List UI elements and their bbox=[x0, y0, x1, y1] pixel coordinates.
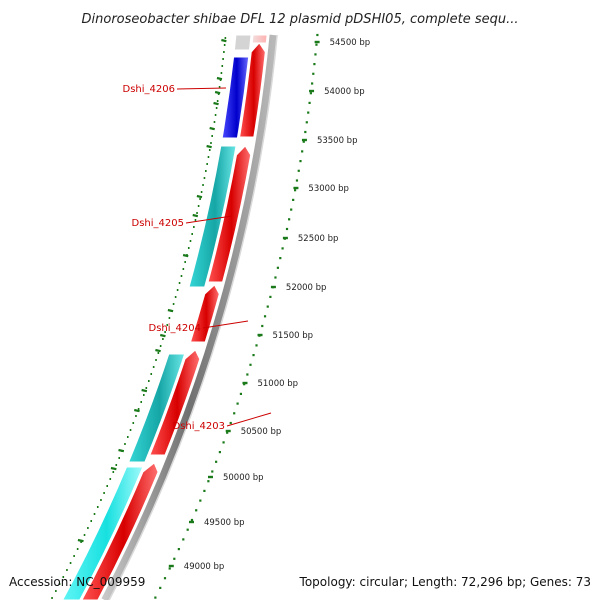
scale-tick-label: 50500 bp bbox=[241, 427, 282, 437]
forward-gene-4 bbox=[81, 462, 159, 600]
scale-tick-label: 50000 bp bbox=[223, 473, 264, 483]
gene-label-dshi-4204[interactable]: Dshi_4204 bbox=[149, 323, 201, 334]
gene-label-dshi-4203[interactable]: Dshi_4203 bbox=[173, 421, 225, 432]
gene-tick bbox=[155, 348, 161, 353]
gene-label-leader bbox=[176, 87, 227, 90]
topology-text: Topology: circular; Length: 72,296 bp; G… bbox=[299, 575, 591, 589]
gene-tick bbox=[118, 448, 125, 453]
forward-gene-pale bbox=[251, 34, 268, 44]
gene-track bbox=[62, 34, 268, 600]
gene-tick bbox=[221, 38, 227, 43]
gene-label-layer: Dshi_4206 Dshi_4205 Dshi_4204 Dshi_4203 bbox=[123, 84, 272, 432]
forward-gene-2 bbox=[207, 145, 252, 283]
reverse-gene-gray bbox=[233, 34, 252, 51]
scale-tick-label: 52000 bp bbox=[286, 283, 327, 293]
reverse-gene-next bbox=[62, 466, 144, 600]
gene-tick-track bbox=[51, 37, 227, 599]
reverse-gene-dshi-4205 bbox=[188, 145, 237, 288]
reverse-gene-dshi-4203 bbox=[127, 353, 186, 463]
scale-tick-label: 49500 bp bbox=[204, 518, 245, 528]
gene-label-leader bbox=[226, 412, 272, 427]
gene-label-dshi-4206[interactable]: Dshi_4206 bbox=[123, 84, 175, 95]
scale-tick-label: 52500 bp bbox=[298, 234, 339, 244]
gene-tick bbox=[213, 101, 219, 106]
gene-tick bbox=[77, 538, 84, 543]
scale-tick-label: 51000 bp bbox=[257, 379, 298, 389]
forward-gene-dshi-4204 bbox=[189, 284, 220, 343]
scale-tick-label: 51500 bp bbox=[273, 331, 314, 341]
gene-tick bbox=[196, 194, 203, 199]
gene-label-dshi-4205[interactable]: Dshi_4205 bbox=[132, 218, 184, 229]
gene-tick bbox=[141, 388, 148, 393]
gene-tick bbox=[133, 408, 140, 413]
gene-tick bbox=[167, 308, 174, 313]
gene-label-leader bbox=[185, 215, 233, 224]
map-title: Dinoroseobacter shibae DFL 12 plasmid pD… bbox=[82, 12, 519, 27]
scale-tick-label: 54000 bp bbox=[324, 87, 365, 97]
gene-tick bbox=[110, 466, 117, 471]
gene-tick bbox=[192, 213, 199, 218]
gene-tick bbox=[159, 333, 166, 338]
scale-tick-label: 49000 bp bbox=[184, 562, 225, 572]
gene-tick bbox=[206, 144, 212, 149]
reverse-gene-dshi-4206 bbox=[221, 56, 250, 139]
gene-label-leader bbox=[202, 320, 249, 329]
forward-gene-3 bbox=[149, 349, 201, 456]
forward-gene-1 bbox=[239, 42, 266, 138]
scale-tick-label: 54500 bp bbox=[330, 38, 371, 48]
scale-tick-label: 53000 bp bbox=[308, 184, 349, 194]
scale-ruler: 54500 bp 54000 bp 53500 bp 53000 bp 52500 bp… bbox=[154, 33, 371, 599]
scale-tick-label: 53500 bp bbox=[317, 136, 358, 146]
accession-text: Accession: NC_009959 bbox=[9, 575, 145, 589]
